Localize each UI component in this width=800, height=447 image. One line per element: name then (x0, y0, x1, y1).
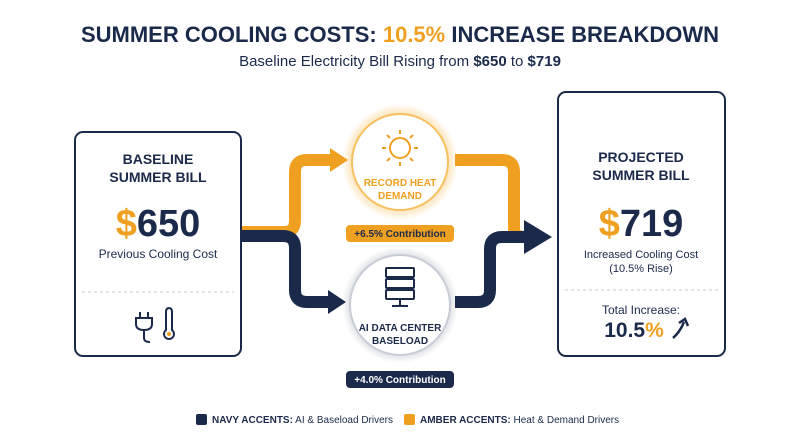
subtitle-value: $719 (528, 53, 561, 70)
card-title: SUMMER BILL (592, 167, 690, 183)
badge (346, 225, 454, 242)
subtitle-value: $650 (473, 53, 506, 70)
arrowhead (524, 220, 552, 254)
server-icon (385, 267, 415, 307)
legend-key: NAVY ACCENTS: (212, 415, 293, 426)
amber-connector (455, 154, 525, 243)
subtitle-text: to (507, 53, 528, 70)
badge-text: +6.5% Contribution (354, 229, 445, 240)
amount: $719 (599, 203, 684, 245)
total-unit: % (645, 319, 664, 342)
legend-key: AMBER ACCENTS: (420, 415, 511, 426)
arrowhead (330, 148, 348, 172)
arrowhead (328, 290, 346, 314)
amount-number: 719 (620, 203, 683, 245)
total-value: 10.5% (604, 319, 664, 342)
currency: $ (599, 203, 620, 245)
title-highlight: 10.5% (383, 22, 445, 47)
navy-connector (240, 230, 330, 308)
amount: $650 (116, 203, 201, 245)
caption: Increased Cooling Cost (584, 249, 698, 261)
caption: Previous Cooling Cost (99, 247, 218, 261)
baseline-card (74, 131, 242, 357)
title: SUMMER COOLING COSTS: 10.5% INCREASE BRE… (81, 22, 719, 47)
driver-label: AI DATA CENTER (359, 323, 442, 334)
subtitle: Baseline Electricity Bill Rising from $6… (239, 53, 561, 70)
up-arrow-icon (672, 317, 690, 339)
projected-card (557, 91, 726, 357)
card-title: PROJECTED (598, 149, 684, 165)
driver-label: BASELOAD (372, 336, 428, 347)
legend-text: AI & Baseload Drivers (293, 415, 393, 426)
total-number: 10.5 (604, 319, 645, 342)
subtitle-text: Baseline Electricity Bill Rising from (239, 53, 473, 70)
badge-text: +4.0% Contribution (354, 375, 445, 386)
total-label: Total Increase: (602, 303, 680, 317)
title-text: INCREASE BREAKDOWN (445, 22, 719, 47)
currency: $ (116, 203, 137, 245)
caption: (10.5% Rise) (609, 263, 673, 275)
amount-number: 650 (137, 203, 200, 245)
title-text: SUMMER COOLING COSTS: (81, 22, 383, 47)
card-title: BASELINE (123, 151, 194, 167)
sun-icon (382, 130, 418, 166)
driver-label: DEMAND (378, 191, 422, 202)
plug-thermometer-icon (135, 306, 175, 343)
legend-entry: AMBER ACCENTS: Heat & Demand Drivers (420, 415, 619, 426)
legend-swatch (404, 414, 415, 425)
card-title: SUMMER BILL (109, 169, 207, 185)
legend-entry: NAVY ACCENTS: AI & Baseload Drivers (212, 415, 393, 426)
driver-label: RECORD HEAT (364, 178, 437, 189)
legend-text: Heat & Demand Drivers (511, 415, 619, 426)
badge (346, 371, 454, 388)
amber-connector (240, 154, 332, 238)
legend-swatch (196, 414, 207, 425)
navy-connector (455, 231, 528, 308)
